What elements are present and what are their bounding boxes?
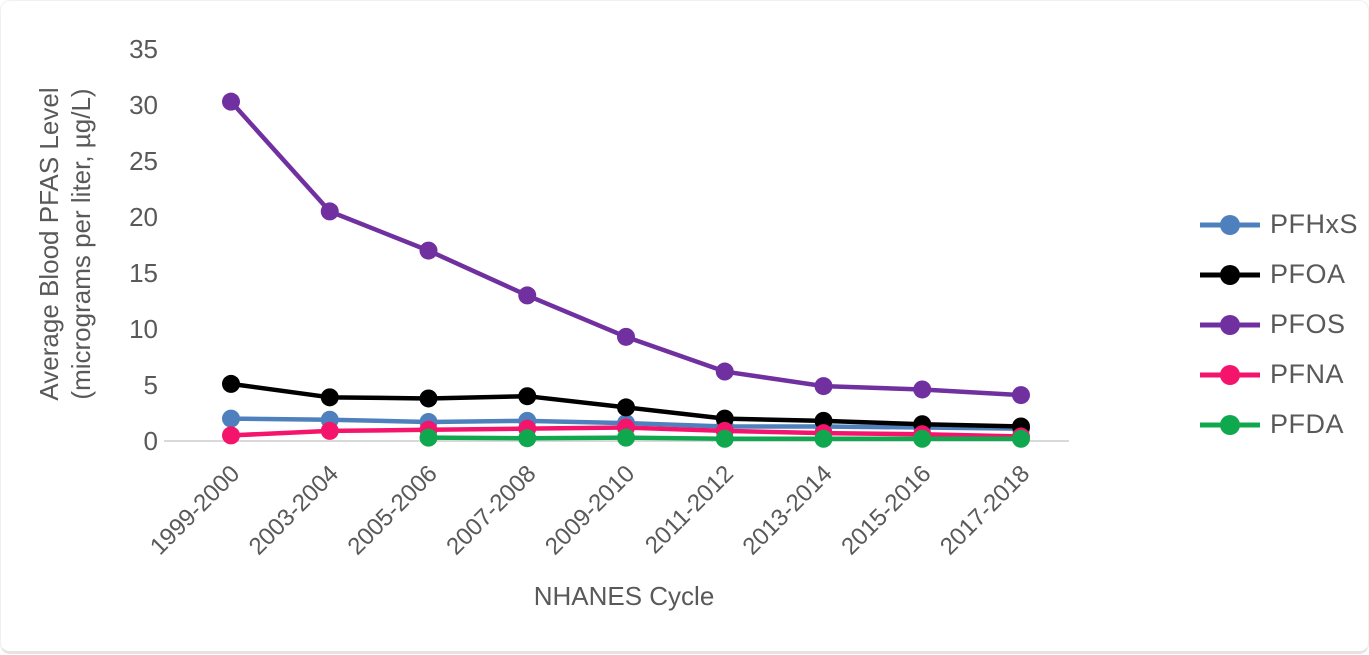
x-category-label-2003-2004: 2003-2004 <box>244 460 344 560</box>
pfhxs-line-dot-icon <box>1200 214 1260 235</box>
x-category-label-2013-2014: 2013-2014 <box>737 460 837 560</box>
pfna-line-dot-icon <box>1200 364 1260 385</box>
pfda-point-2013-2014 <box>814 429 833 448</box>
pfoa-point-2005-2006 <box>419 389 438 408</box>
y-tick-label-25: 25 <box>129 146 158 176</box>
series-pfda <box>419 428 1030 448</box>
y-tick-label-10: 10 <box>129 314 158 344</box>
pfda-point-2011-2012 <box>715 429 734 448</box>
pfda-point-2009-2010 <box>617 428 635 447</box>
pfos-point-2015-2016 <box>913 380 932 399</box>
y-tick-label-30: 30 <box>129 90 158 120</box>
y-tick-label-35: 35 <box>129 34 158 64</box>
legend-item-pfhxs: PFHxS <box>1199 209 1358 240</box>
x-axis-category-labels: 1999-20002003-20042005-20062007-20082009… <box>145 460 1035 560</box>
x-category-label-2007-2008: 2007-2008 <box>441 460 541 560</box>
pfhxs-point-1999-2000 <box>222 409 240 428</box>
x-category-label-1999-2000: 1999-2000 <box>145 460 245 560</box>
series-pfoa <box>222 374 1030 436</box>
x-category-label-2011-2012: 2011-2012 <box>640 460 739 559</box>
x-category-label-2015-2016: 2015-2016 <box>836 460 936 560</box>
x-axis-title: NHANES Cycle <box>534 581 715 611</box>
data-series-group <box>222 92 1030 448</box>
legend-item-pfoa: PFOA <box>1199 259 1358 290</box>
y-tick-label-0: 0 <box>144 426 158 456</box>
legend-label-pfos: PFOS <box>1270 309 1346 339</box>
pfoa-point-1999-2000 <box>222 374 240 393</box>
pfoa-point-2007-2008 <box>518 387 537 406</box>
pfna-point-1999-2000 <box>222 426 240 445</box>
y-axis-title-line1: Average Blood PFAS Level <box>34 87 64 400</box>
y-tick-label-20: 20 <box>129 202 158 232</box>
pfos-point-2007-2008 <box>518 286 537 305</box>
pfoa-point-2013-2014 <box>814 411 833 430</box>
x-category-label-2017-2018: 2017-2018 <box>935 460 1035 560</box>
pfda-point-2015-2016 <box>913 429 932 448</box>
legend-item-pfos: PFOS <box>1199 309 1358 340</box>
y-axis-tick-labels: 0 5 10 15 20 25 30 35 <box>129 34 158 456</box>
chart-legend: PFHxS PFOA PFOS PFNA PFDA <box>1199 209 1358 440</box>
pfos-point-2011-2012 <box>715 362 734 381</box>
y-tick-label-5: 5 <box>144 370 158 400</box>
pfos-point-2009-2010 <box>617 327 635 346</box>
pfda-point-2017-2018 <box>1012 429 1030 448</box>
pfos-line <box>228 99 1024 398</box>
pfos-point-2005-2006 <box>419 241 438 260</box>
pfda-line-dot-icon <box>1200 414 1260 435</box>
pfos-point-2003-2004 <box>320 202 339 221</box>
pfos-line-dot-icon <box>1200 314 1260 335</box>
legend-label-pfoa: PFOA <box>1270 259 1346 289</box>
x-category-label-2009-2010: 2009-2010 <box>540 460 640 560</box>
pfoa-point-2011-2012 <box>715 409 734 428</box>
pfos-point-2017-2018 <box>1012 386 1030 405</box>
pfoa-point-2003-2004 <box>320 388 339 407</box>
series-pfos <box>222 92 1030 405</box>
pfos-point-2013-2014 <box>814 377 833 396</box>
pfna-point-2003-2004 <box>320 421 339 440</box>
legend-item-pfna: PFNA <box>1199 359 1358 390</box>
legend-label-pfhxs: PFHxS <box>1270 209 1359 239</box>
x-category-label-2005-2006: 2005-2006 <box>342 460 442 560</box>
pfda-point-2005-2006 <box>419 428 438 447</box>
pfos-point-1999-2000 <box>222 92 240 111</box>
legend-label-pfda: PFDA <box>1270 409 1345 439</box>
legend-label-pfna: PFNA <box>1270 359 1345 389</box>
pfoa-point-2009-2010 <box>617 398 635 417</box>
y-axis-title-line2: (micrograms per liter, µg/L) <box>66 88 96 399</box>
legend-item-pfda: PFDA <box>1199 409 1358 440</box>
y-tick-label-15: 15 <box>129 258 158 288</box>
pfoa-line-dot-icon <box>1200 264 1260 285</box>
pfda-point-2007-2008 <box>518 429 537 448</box>
